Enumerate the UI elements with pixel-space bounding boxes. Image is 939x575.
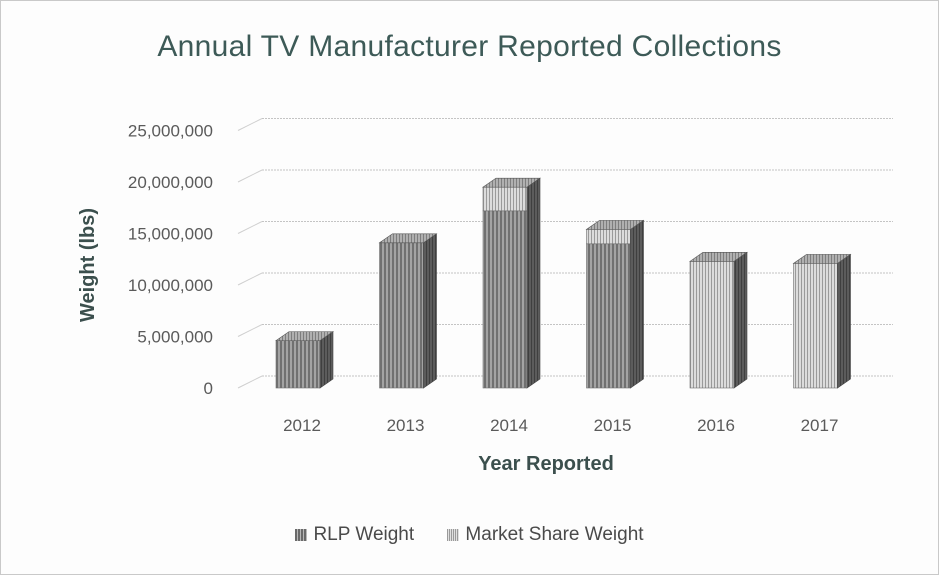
bar-top-2012 [275, 331, 334, 341]
bar-side-2014 [526, 177, 541, 389]
bar-market-share-2014 [482, 186, 528, 212]
grid-floor-line [237, 272, 263, 286]
y-tick-label: 0 [204, 379, 213, 398]
grid-floor-line [237, 221, 263, 234]
x-tick-label: 2015 [594, 416, 632, 435]
bar-side-2017 [837, 253, 851, 389]
y-tick-label: 10,000,000 [128, 276, 213, 295]
bar-side-2015 [630, 219, 644, 389]
x-axis-label: Year Reported [478, 453, 614, 475]
grid-floor-line [237, 118, 263, 131]
grid-floor-line [237, 169, 263, 183]
grid-floor-line [237, 375, 263, 389]
bar-rlp-2012 [275, 340, 321, 389]
bar-top-2013 [378, 233, 438, 244]
y-tick-label: 15,000,000 [128, 225, 213, 244]
bar-market-share-2017 [793, 263, 838, 389]
bar-top-2017 [792, 254, 852, 264]
bar-market-share-2015 [586, 229, 631, 245]
x-tick-label: 2014 [490, 416, 528, 435]
legend-item-market-share: Market Share Weight [447, 524, 644, 546]
bar-side-2016 [733, 251, 748, 389]
x-tick-label: 2012 [283, 416, 321, 435]
legend: RLP Weight Market Share Weight [0, 524, 939, 546]
y-axis-label: Weight (lbs) [77, 208, 99, 322]
bar-rlp-2013 [379, 242, 424, 389]
legend-label-market-share: Market Share Weight [465, 524, 644, 545]
legend-label-rlp: RLP Weight [313, 524, 415, 545]
grid-floor-line [237, 324, 263, 337]
bar-market-share-2016 [689, 261, 735, 389]
bar-side-2012 [319, 331, 334, 389]
chart-title: Annual TV Manufacturer Reported Collecti… [157, 30, 782, 63]
y-tick-label: 5,000,000 [137, 328, 213, 347]
bar-top-2014 [482, 177, 541, 188]
legend-item-rlp: RLP Weight [295, 524, 414, 546]
bar-rlp-2014 [482, 210, 528, 389]
legend-swatch-market-share [447, 529, 460, 541]
x-tick-label: 2017 [801, 416, 839, 435]
bar-side-2013 [423, 233, 437, 389]
x-tick-label: 2013 [387, 416, 425, 435]
x-tick-label: 2016 [697, 416, 735, 435]
bar-top-2015 [585, 220, 645, 230]
y-tick-label: 25,000,000 [128, 122, 213, 141]
bar-top-2016 [689, 252, 748, 262]
y-tick-label: 20,000,000 [128, 173, 213, 192]
legend-swatch-rlp [295, 529, 308, 541]
bar-rlp-2015 [586, 243, 631, 389]
